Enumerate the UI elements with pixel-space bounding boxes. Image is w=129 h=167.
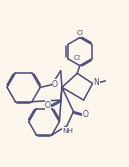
Text: O: O <box>52 80 58 89</box>
Text: O: O <box>82 110 88 119</box>
Text: Cl: Cl <box>73 55 80 61</box>
Text: N: N <box>94 78 99 87</box>
Text: NH: NH <box>62 128 73 134</box>
Text: O: O <box>45 101 51 110</box>
Text: Cl: Cl <box>76 30 83 36</box>
